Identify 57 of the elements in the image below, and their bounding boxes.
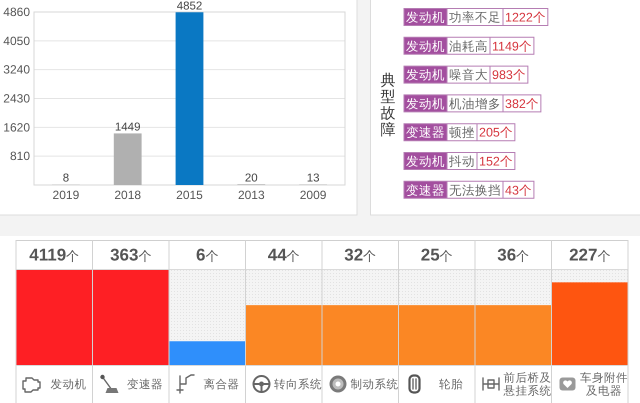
y-tick-label: 4860 — [3, 5, 30, 19]
text: 6个 — [196, 246, 218, 264]
text: 32个 — [344, 246, 376, 264]
text: 227个 — [569, 246, 610, 264]
x-tick-label: 2018 — [114, 188, 142, 202]
text: 变速器 — [406, 126, 445, 140]
text: 1222个 — [505, 10, 546, 24]
text: 205个 — [479, 126, 513, 140]
category-label: 油耗高 — [449, 38, 488, 54]
text: 25个 — [420, 246, 453, 264]
x-tick-label: 前后桥及悬挂系统 — [502, 372, 552, 398]
x-tick-label: 轮胎 — [438, 378, 463, 391]
x-tick-label: 变速器 — [126, 377, 163, 391]
text: 983个 — [492, 68, 526, 82]
x-tick-label: 车身附件及电器 — [580, 370, 628, 398]
text: 发动机 — [406, 96, 445, 111]
x-tick-label: 转向系统 — [274, 377, 322, 391]
category-label: 无法换挡 — [449, 183, 501, 198]
bar — [176, 12, 204, 185]
bar — [170, 341, 245, 365]
x-tick-label: 2019 — [52, 188, 80, 202]
text: 发动机 — [406, 10, 445, 24]
x-tick-label: 2009 — [300, 188, 327, 202]
x-tick-label: 发动机 — [50, 378, 86, 391]
text: 363个 — [110, 246, 152, 264]
data-label: 20 — [244, 172, 258, 184]
data-label: 13 — [306, 172, 320, 185]
category-label: 功率不足 — [449, 10, 501, 24]
y-tick-label: 1620 — [3, 120, 30, 134]
y-tick-label: 810 — [10, 149, 30, 164]
text: 36个 — [497, 246, 530, 264]
text: 发动机 — [406, 39, 445, 54]
data-label: 1449 — [114, 121, 140, 134]
bar — [552, 282, 628, 365]
text: 典型故障 — [380, 72, 396, 138]
y-tick-label: 4050 — [3, 34, 30, 48]
x-tick-label: 制动系统 — [350, 377, 398, 391]
data-label: 4852 — [176, 0, 202, 12]
text: 152个 — [479, 154, 513, 168]
y-tick-label: 2430 — [3, 92, 30, 106]
category-label: 抖动 — [448, 154, 475, 168]
bar — [114, 133, 142, 185]
y-tick-label: 3240 — [3, 62, 30, 77]
x-tick-label: 2013 — [238, 188, 265, 202]
x-tick-label: 2015 — [176, 188, 204, 202]
category-label: 噪音大 — [449, 68, 488, 82]
text: 382个 — [505, 96, 539, 111]
x-tick-label: 离合器 — [203, 377, 240, 391]
text: 44个 — [268, 246, 300, 264]
category-label: 机油增多 — [449, 96, 501, 111]
text: 4119个 — [29, 246, 80, 264]
text: 发动机 — [406, 68, 445, 82]
category-label: 顿挫 — [449, 126, 475, 140]
data-label: 8 — [62, 172, 70, 185]
text: 1149个 — [492, 39, 532, 54]
text: 发动机 — [406, 154, 445, 168]
text: 43个 — [505, 183, 532, 198]
